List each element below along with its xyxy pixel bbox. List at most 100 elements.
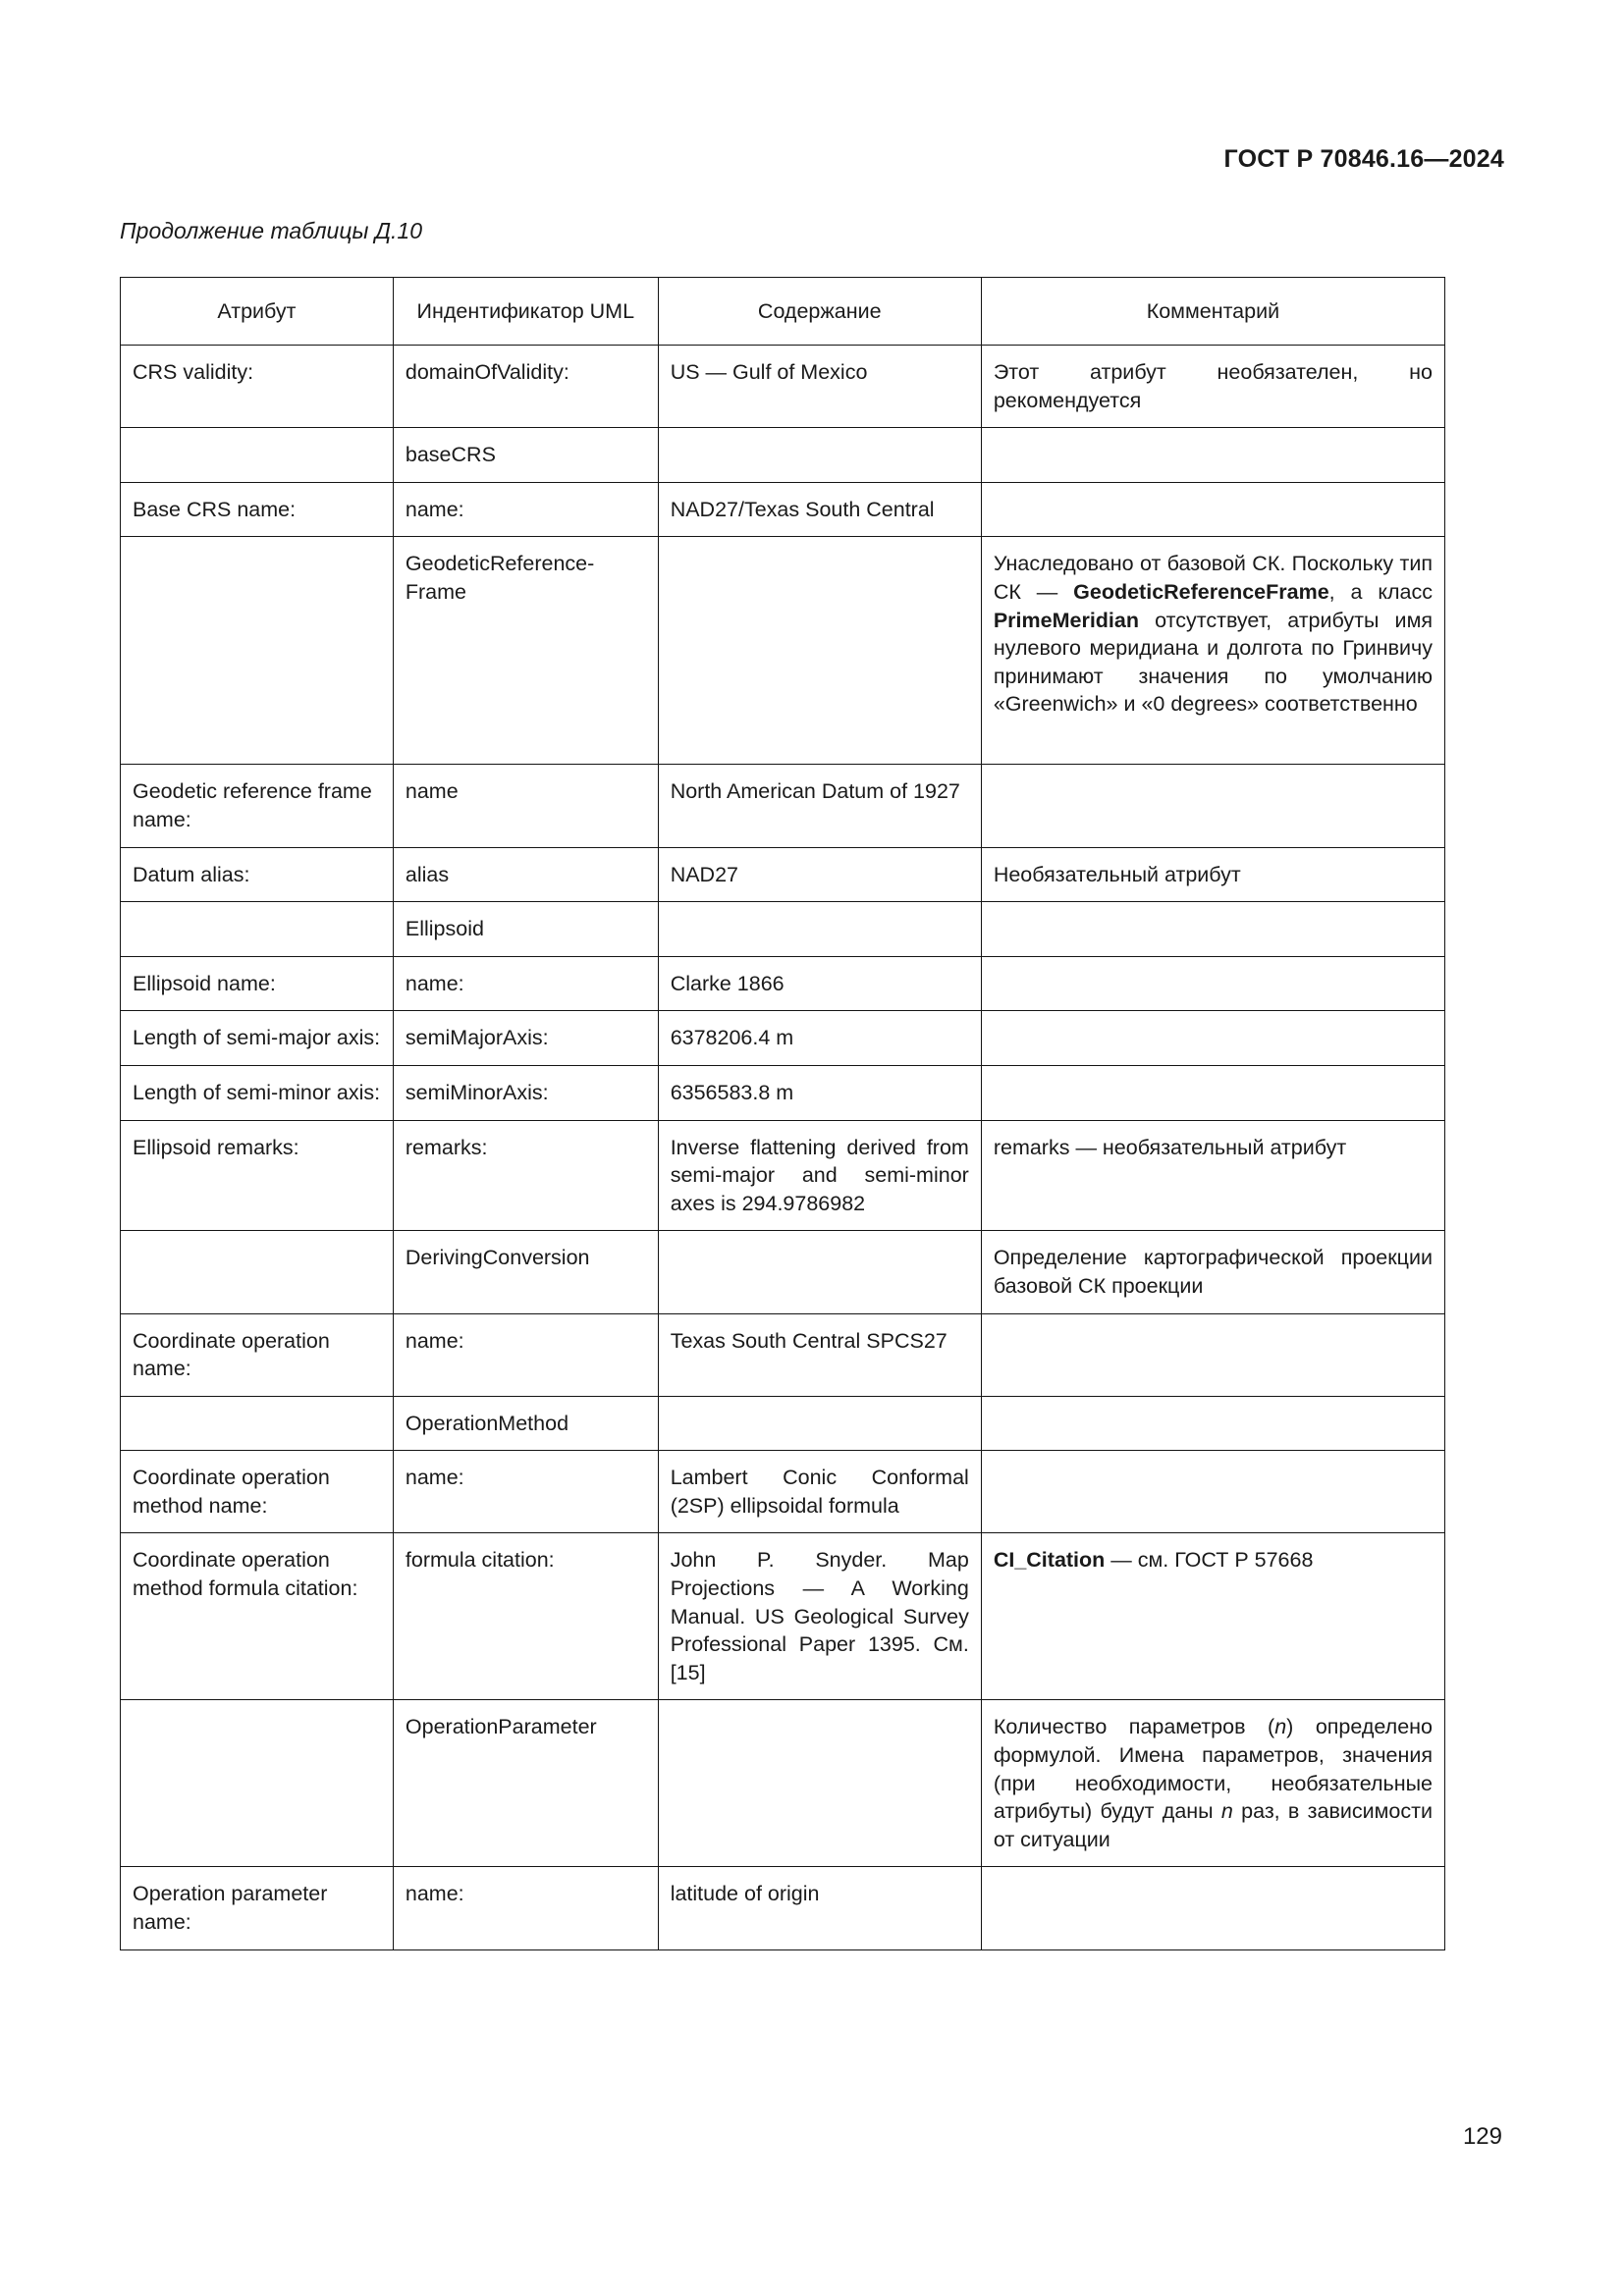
- cell-comment: [980, 1866, 1446, 1950]
- cell-attribute: [120, 1395, 394, 1452]
- cell-attribute: Ellipsoid remarks:: [120, 1119, 394, 1232]
- cell-uml-identifier: alias: [392, 846, 659, 903]
- cell-attribute: Length of semi-minor axis:: [120, 1064, 394, 1121]
- cell-uml-identifier: Ellipsoid: [392, 901, 659, 957]
- cell-comment: [980, 955, 1446, 1012]
- cell-attribute: Geodetic reference frame name:: [120, 764, 394, 848]
- cell-uml-identifier: GeodeticReference-Frame: [392, 536, 659, 766]
- cell-content: 6378206.4 m: [657, 1010, 982, 1066]
- cell-attribute: Operation parameter name:: [120, 1866, 394, 1950]
- cell-uml-identifier: name:: [392, 955, 659, 1012]
- cell-comment: [980, 901, 1446, 957]
- table-row: Geodetic reference frame name: name North …: [120, 764, 1446, 848]
- cell-content: 6356583.8 m: [657, 1064, 982, 1121]
- table-row: GeodeticReference-Frame Унаследовано от б…: [120, 536, 1446, 766]
- cell-uml-identifier: name:: [392, 1312, 659, 1397]
- table-row: Base CRS name: name: NAD27/Texas South Cen…: [120, 481, 1446, 538]
- cell-comment: [980, 1395, 1446, 1452]
- cell-comment: remarks — необязательный атрибут: [980, 1119, 1446, 1232]
- cell-content: US — Gulf of Mexico: [657, 344, 982, 429]
- attributes-table: Атрибут Индентификатор UML Содержание Ко…: [120, 277, 1446, 1950]
- cell-comment: Определение картографической проекции ба…: [980, 1230, 1446, 1314]
- cell-uml-identifier: OperationParameter: [392, 1699, 659, 1868]
- cell-content: John P. Snyder. Map Projections — A Work…: [657, 1532, 982, 1701]
- table-caption: Продолжение таблицы Д.10: [120, 218, 422, 243]
- cell-attribute: Length of semi-major axis:: [120, 1010, 394, 1066]
- table-row: Ellipsoid: [120, 901, 1446, 957]
- table-row: Coordinate operation method name: name: La…: [120, 1450, 1446, 1534]
- table-row: OperationMethod: [120, 1395, 1446, 1452]
- table-row: DerivingConversion Определение картографи…: [120, 1230, 1446, 1314]
- table-row: Length of semi-major axis: semiMajorAxis:…: [120, 1010, 1446, 1066]
- cell-comment: [980, 427, 1446, 483]
- cell-attribute: [120, 1699, 394, 1868]
- cell-content: Inverse flattening derived from semi-maj…: [657, 1119, 982, 1232]
- cell-attribute: Coordinate operation name:: [120, 1312, 394, 1397]
- cell-content: [657, 1699, 982, 1868]
- table-header-row: Атрибут Индентификатор UML Содержание Ко…: [120, 277, 1446, 346]
- cell-attribute: [120, 901, 394, 957]
- cell-uml-identifier: name:: [392, 1866, 659, 1950]
- table-body: CRS validity: domainOfValidity: US — Gulf …: [120, 344, 1446, 1950]
- cell-uml-identifier: name:: [392, 481, 659, 538]
- cell-uml-identifier: name:: [392, 1450, 659, 1534]
- cell-content: North American Datum of 1927: [657, 764, 982, 848]
- cell-content: NAD27/Texas South Central: [657, 481, 982, 538]
- column-header-attribute: Атрибут: [120, 277, 394, 346]
- cell-comment: [980, 481, 1446, 538]
- cell-uml-identifier: DerivingConversion: [392, 1230, 659, 1314]
- cell-content: [657, 1230, 982, 1314]
- cell-uml-identifier: domainOfValidity:: [392, 344, 659, 429]
- cell-comment: Унаследовано от базовой СК. Поскольку ти…: [980, 536, 1446, 766]
- table-row: Coordinate operation name: name: Texas Sou…: [120, 1312, 1446, 1397]
- page-number: 129: [1462, 2123, 1502, 2150]
- cell-content: Lambert Conic Conformal (2SP) ellipsoida…: [657, 1450, 982, 1534]
- cell-attribute: Coordinate operation method name:: [120, 1450, 394, 1534]
- cell-uml-identifier: remarks:: [392, 1119, 659, 1232]
- cell-comment: Необязательный атрибут: [980, 846, 1446, 903]
- table-row: Ellipsoid remarks: remarks: Inverse flatte…: [120, 1119, 1446, 1232]
- cell-attribute: Datum alias:: [120, 846, 394, 903]
- table-row: OperationParameter Количество параметров …: [120, 1699, 1446, 1868]
- cell-comment: Этот атрибут необязателен, но рекомендуе…: [980, 344, 1446, 429]
- column-header-content: Содержание: [657, 277, 982, 346]
- table-row: Length of semi-minor axis: semiMinorAxis:…: [120, 1064, 1446, 1121]
- cell-uml-identifier: formula citation:: [392, 1532, 659, 1701]
- table-row: CRS validity: domainOfValidity: US — Gulf …: [120, 344, 1446, 429]
- column-header-comment: Комментарий: [980, 277, 1446, 346]
- cell-comment: [980, 1312, 1446, 1397]
- cell-content: latitude of origin: [657, 1866, 982, 1950]
- cell-uml-identifier: OperationMethod: [392, 1395, 659, 1452]
- cell-attribute: Coordinate operation method formula cita…: [120, 1532, 394, 1701]
- cell-attribute: [120, 427, 394, 483]
- standard-header: ГОСТ Р 70846.16—2024: [1223, 145, 1504, 173]
- cell-comment: [980, 764, 1446, 848]
- cell-comment: Количество параметров (n) определено фор…: [980, 1699, 1446, 1868]
- cell-attribute: Base CRS name:: [120, 481, 394, 538]
- cell-attribute: [120, 1230, 394, 1314]
- table-row: Datum alias: alias NAD27 Необязательный атр…: [120, 846, 1446, 903]
- table-row: Coordinate operation method formula cita…: [120, 1532, 1446, 1701]
- cell-content: Clarke 1866: [657, 955, 982, 1012]
- cell-uml-identifier: baseCRS: [392, 427, 659, 483]
- cell-attribute: [120, 536, 394, 766]
- cell-uml-identifier: name: [392, 764, 659, 848]
- cell-uml-identifier: semiMajorAxis:: [392, 1010, 659, 1066]
- cell-attribute: Ellipsoid name:: [120, 955, 394, 1012]
- cell-content: NAD27: [657, 846, 982, 903]
- table-row: Ellipsoid name: name: Clarke 1866: [120, 955, 1446, 1012]
- cell-comment: [980, 1064, 1446, 1121]
- cell-content: [657, 427, 982, 483]
- cell-comment: CI_Citation — см. ГОСТ Р 57668: [980, 1532, 1446, 1701]
- cell-content: [657, 901, 982, 957]
- cell-content: Texas South Central SPCS27: [657, 1312, 982, 1397]
- cell-content: [657, 1395, 982, 1452]
- table-row: baseCRS: [120, 427, 1446, 483]
- cell-uml-identifier: semiMinorAxis:: [392, 1064, 659, 1121]
- column-header-uml-identifier: Индентификатор UML: [392, 277, 659, 346]
- table-row: Operation parameter name: name: latitude o…: [120, 1866, 1446, 1950]
- cell-attribute: CRS validity:: [120, 344, 394, 429]
- cell-comment: [980, 1450, 1446, 1534]
- cell-content: [657, 536, 982, 766]
